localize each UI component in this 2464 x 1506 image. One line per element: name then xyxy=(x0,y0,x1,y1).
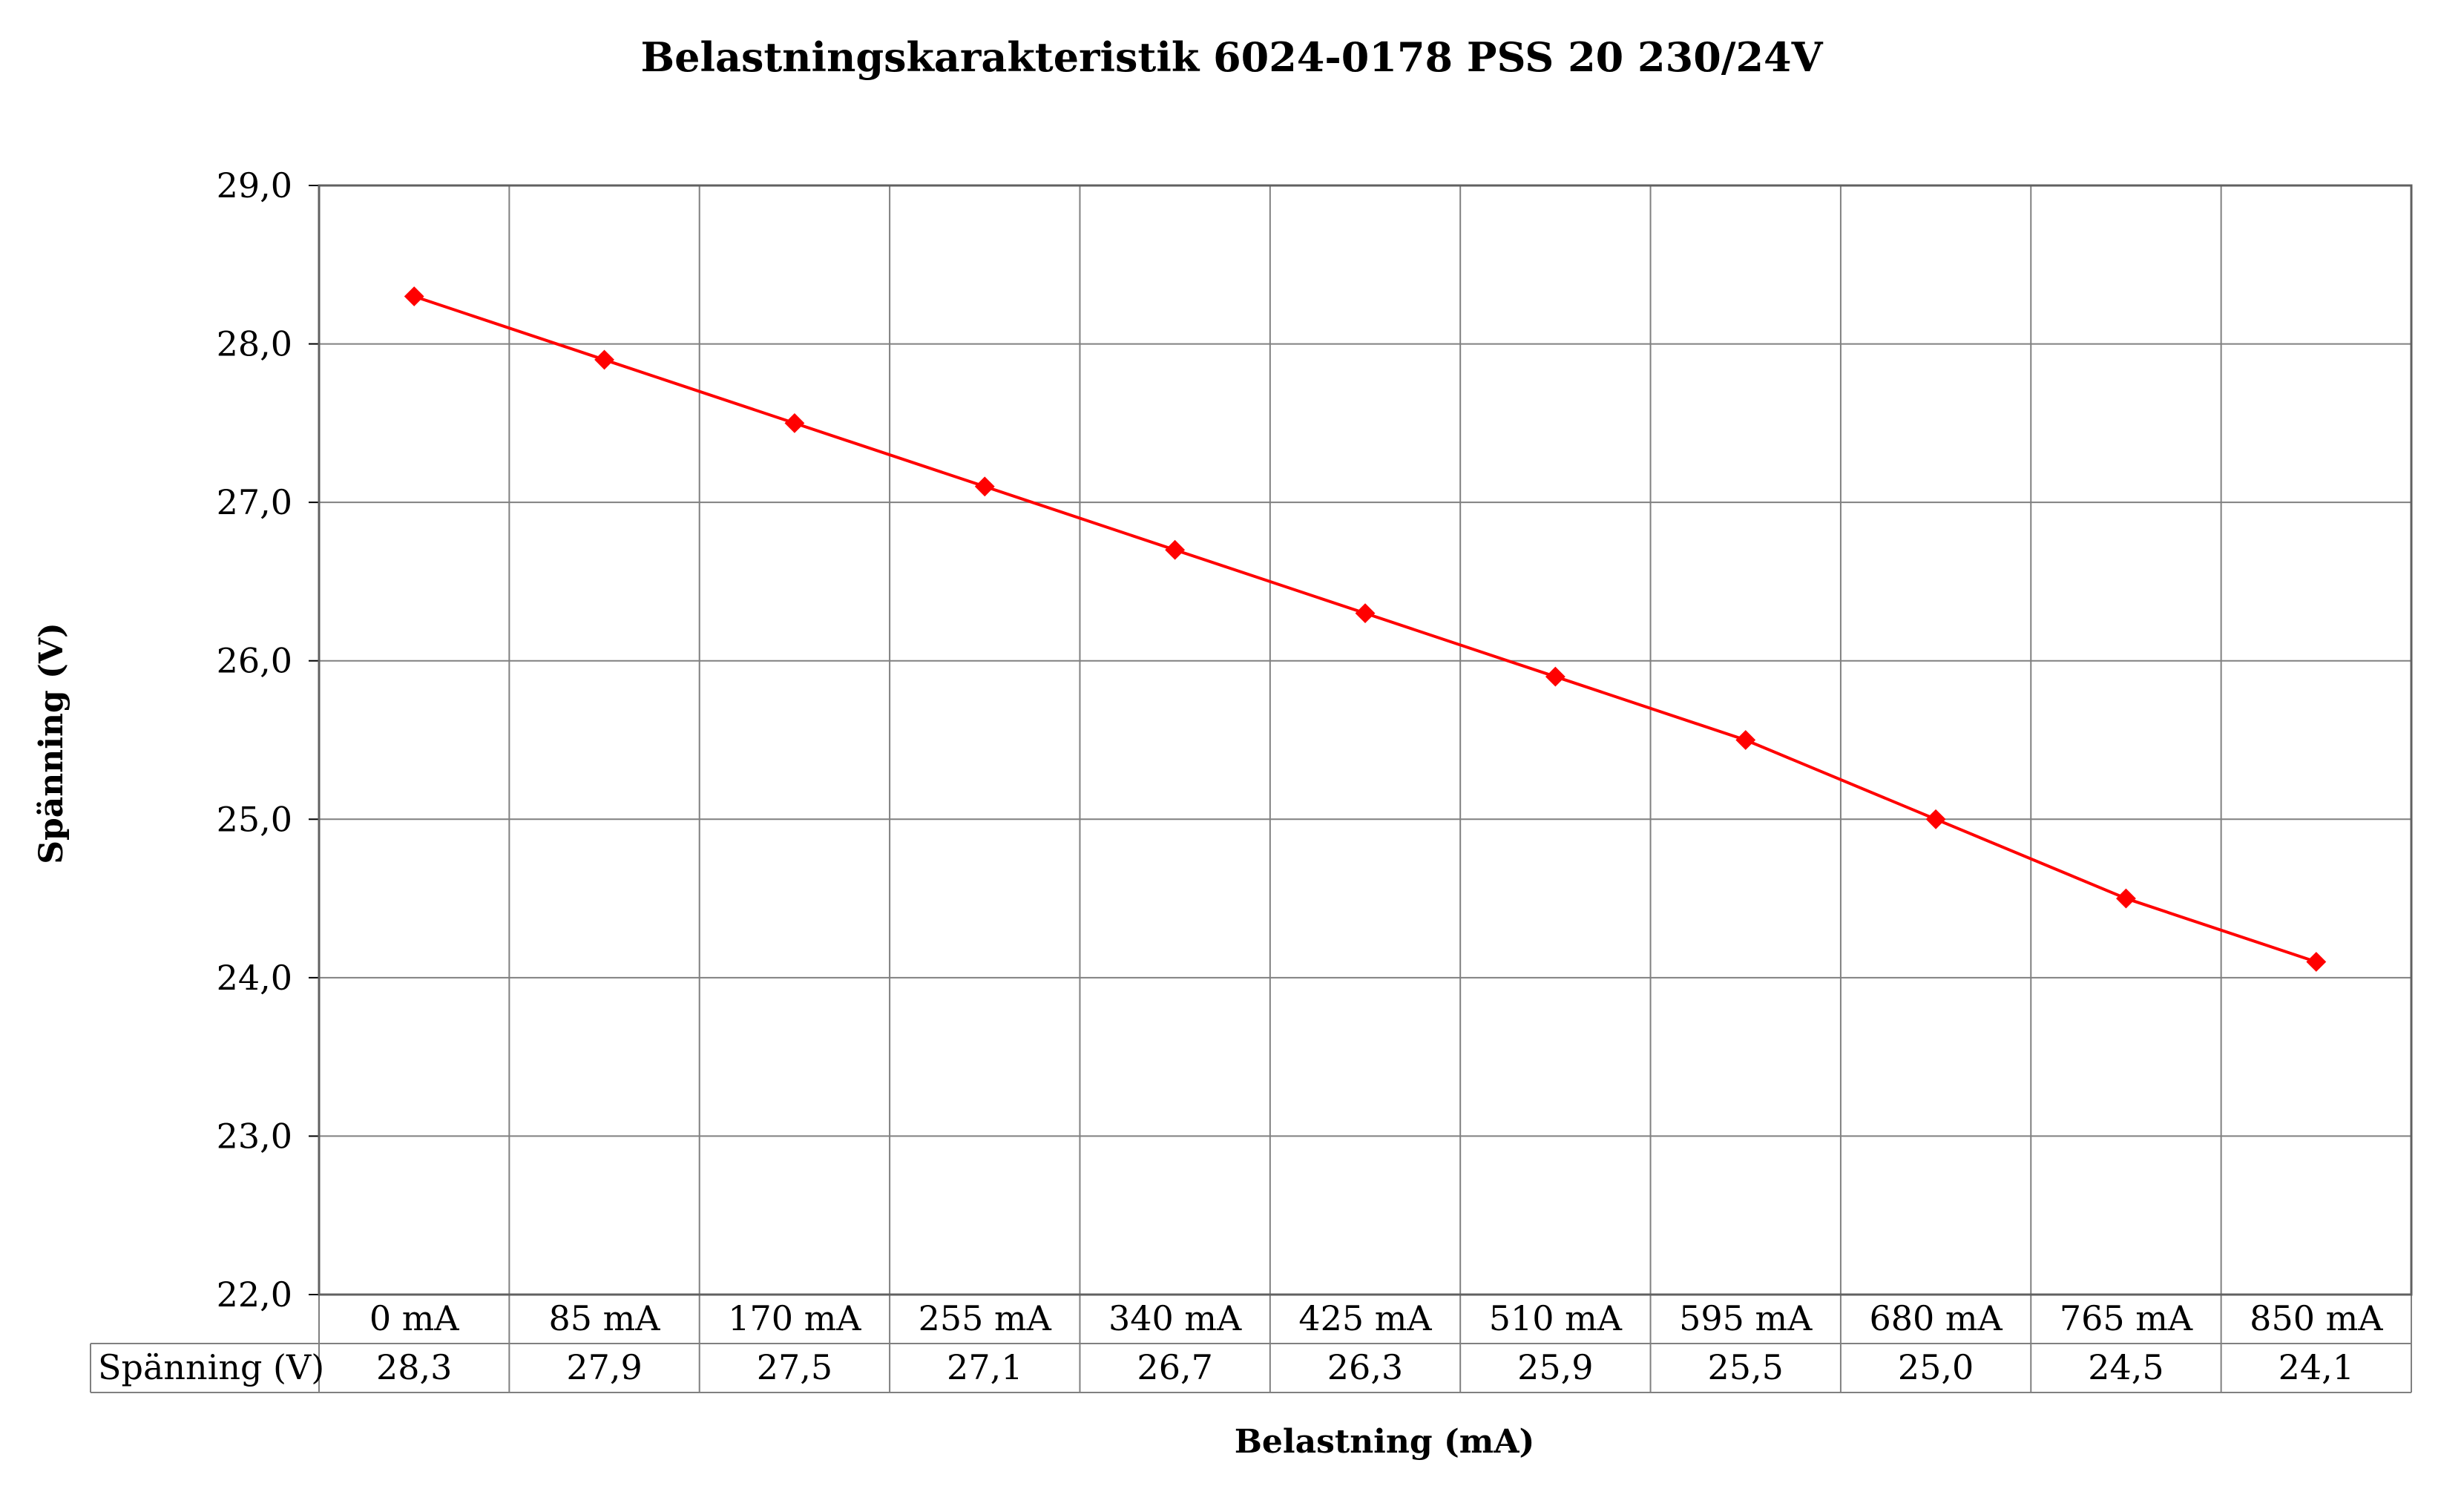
x-axis-title: Belastning (mA) xyxy=(1235,1423,1535,1461)
table-value-cell: 24,1 xyxy=(2279,1347,2354,1387)
y-tick-label: 28,0 xyxy=(217,324,292,364)
gridlines xyxy=(309,184,2413,1392)
x-category-label: 340 mA xyxy=(1108,1298,1242,1338)
data-table: 0 mA 85 mA 170 mA 255 mA 340 mA 425 mA 510 mA 5… xyxy=(90,1298,2411,1393)
x-category-label: 765 mA xyxy=(2060,1298,2193,1338)
y-tick-label: 25,0 xyxy=(217,799,292,839)
table-value-cell: 27,5 xyxy=(757,1347,832,1387)
data-point-marker xyxy=(1545,666,1566,687)
data-point-marker xyxy=(1735,730,1756,750)
plot-area-border xyxy=(318,184,2413,1296)
x-category-label: 510 mA xyxy=(1489,1298,1623,1338)
table-value-cell: 28,3 xyxy=(376,1347,452,1387)
y-axis-ticks: 22,0 23,0 24,0 25,0 26,0 27,0 28,0 29,0 xyxy=(217,165,292,1315)
y-tick-label: 24,0 xyxy=(217,958,292,998)
data-point-marker xyxy=(1355,603,1376,624)
x-category-label: 425 mA xyxy=(1298,1298,1432,1338)
data-point-marker xyxy=(2306,952,2327,972)
y-tick-label: 26,0 xyxy=(217,641,292,681)
table-value-cell: 24,5 xyxy=(2088,1347,2164,1387)
table-value-cell: 25,0 xyxy=(1898,1347,1974,1387)
x-category-label: 595 mA xyxy=(1679,1298,1813,1338)
table-value-cell: 25,5 xyxy=(1708,1347,1784,1387)
y-tick-label: 22,0 xyxy=(217,1275,292,1315)
table-series-label: Spänning (V) xyxy=(98,1347,324,1387)
y-tick-label: 23,0 xyxy=(217,1116,292,1156)
y-tick-label: 27,0 xyxy=(217,482,292,522)
data-point-marker xyxy=(404,286,424,306)
table-value-cell: 26,3 xyxy=(1327,1347,1403,1387)
data-point-marker xyxy=(784,412,805,433)
x-category-label: 0 mA xyxy=(369,1298,460,1338)
data-series xyxy=(404,286,2327,972)
data-point-marker xyxy=(1165,539,1186,560)
chart-title: Belastningskarakteristik 6024-0178 PSS 2… xyxy=(640,33,1823,81)
x-category-label: 170 mA xyxy=(728,1298,861,1338)
data-point-marker xyxy=(1925,809,1946,829)
table-value-cell: 25,9 xyxy=(1517,1347,1593,1387)
table-value-cell: 26,7 xyxy=(1137,1347,1212,1387)
x-category-label: 850 mA xyxy=(2250,1298,2383,1338)
x-category-label: 255 mA xyxy=(919,1298,1052,1338)
data-point-marker xyxy=(594,349,614,370)
y-tick-label: 29,0 xyxy=(217,165,292,205)
table-value-cell: 27,1 xyxy=(947,1347,1022,1387)
data-point-marker xyxy=(2116,888,2136,909)
data-point-marker xyxy=(974,476,995,497)
table-value-cell: 27,9 xyxy=(566,1347,642,1387)
x-category-label: 85 mA xyxy=(549,1298,661,1338)
y-axis-title: Spänning (V) xyxy=(33,622,70,864)
x-category-label: 680 mA xyxy=(1869,1298,2003,1338)
